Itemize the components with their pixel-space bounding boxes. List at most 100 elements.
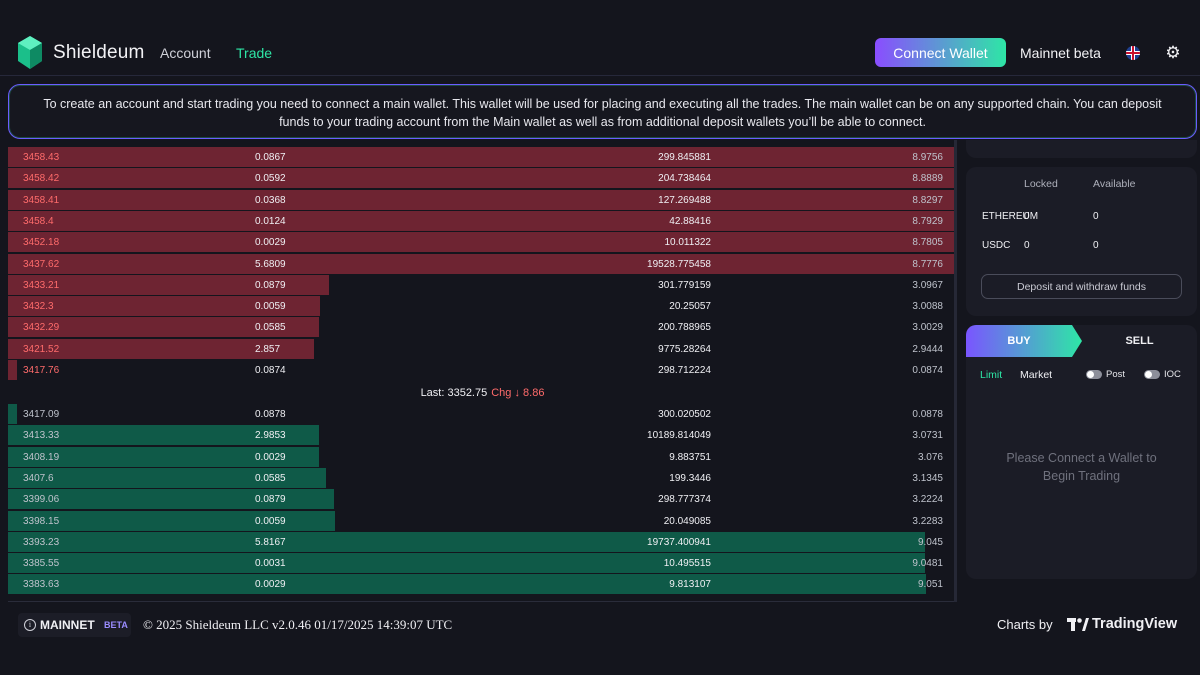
ask-depth-bar xyxy=(8,360,17,380)
shieldeum-logo-icon[interactable] xyxy=(18,36,42,69)
bid-sum: 9.051 xyxy=(917,579,943,591)
nav-trade[interactable]: Trade xyxy=(236,45,273,61)
market-info-panel xyxy=(966,140,1197,158)
ioc-toggle[interactable] xyxy=(1144,370,1160,379)
ask-row[interactable]: 3452.18 0.0029 10.011322 8.7805 xyxy=(8,232,957,253)
brand-name[interactable]: Shieldeum xyxy=(53,42,145,63)
bid-total: 298.777374 xyxy=(658,494,711,506)
ask-price: 3458.4 xyxy=(23,215,54,227)
bid-depth-bar xyxy=(8,531,925,552)
bid-sum: 3.1345 xyxy=(912,472,943,484)
bid-row[interactable]: 3417.09 0.0878 300.020502 0.0878 xyxy=(8,404,957,425)
bid-total: 199.3446 xyxy=(669,472,711,484)
ask-price: 3458.41 xyxy=(23,194,60,206)
ask-size: 0.0585 xyxy=(255,322,286,334)
tradingview-link[interactable]: TradingView xyxy=(1092,616,1178,632)
connect-wallet-button[interactable]: Connect Wallet xyxy=(875,38,1006,67)
network-selector[interactable]: Mainnet beta xyxy=(1020,45,1101,61)
bid-price: 3383.63 xyxy=(23,579,60,591)
ask-sum: 0.0874 xyxy=(912,365,943,376)
ask-sum: 3.0967 xyxy=(912,279,943,291)
bid-total: 10189.814049 xyxy=(647,430,711,442)
ask-size: 0.0879 xyxy=(255,279,286,291)
bid-price: 3399.06 xyxy=(23,494,60,506)
post-only-toggle[interactable] xyxy=(1086,370,1102,379)
ask-depth-bar xyxy=(8,232,957,253)
bid-row[interactable]: 3399.06 0.0879 298.777374 3.2224 xyxy=(8,489,957,510)
ask-row[interactable]: 3432.3 0.0059 20.25057 3.0088 xyxy=(8,296,957,317)
bid-price: 3385.55 xyxy=(23,558,60,570)
ask-row[interactable]: 3458.41 0.0368 127.269488 8.8297 xyxy=(8,189,957,211)
ask-price: 3452.18 xyxy=(23,237,60,249)
ask-size: 0.0029 xyxy=(255,237,286,249)
gear-icon[interactable]: ⚙ xyxy=(1165,43,1181,62)
notice-text: To create an account and start trading y… xyxy=(43,97,1162,129)
bid-total: 10.495515 xyxy=(663,558,711,570)
bid-depth-bar xyxy=(8,467,326,488)
order-type-market[interactable]: Market xyxy=(1020,369,1053,381)
connect-wallet-message: Please Connect a Wallet to Begin Trading xyxy=(1006,451,1157,483)
ask-row[interactable]: 3458.42 0.0592 204.738464 8.8889 xyxy=(8,168,957,189)
ask-row[interactable]: 3433.21 0.0879 301.779159 3.0967 xyxy=(8,274,957,296)
connect-wallet-notice: To create an account and start trading y… xyxy=(8,84,1197,139)
nav-account[interactable]: Account xyxy=(160,45,211,61)
ask-row[interactable]: 3421.52 2.857 9775.28264 2.9444 xyxy=(8,338,957,360)
asset-usdc: USDC xyxy=(982,240,1011,251)
ask-row[interactable]: 3458.4 0.0124 42.88416 8.7929 xyxy=(8,210,957,232)
ask-sum: 8.7929 xyxy=(912,215,943,227)
ask-sum: 8.8889 xyxy=(912,173,943,185)
balances-panel: Locked Available ETHEREUM 0 0 USDC 0 0 D… xyxy=(966,167,1197,316)
ask-depth-bar xyxy=(8,168,957,189)
copyright-text: © 2025 Shieldeum LLC v2.0.46 01/17/2025 … xyxy=(143,617,453,632)
ask-row[interactable]: 3417.76 0.0874 298.712224 0.0874 xyxy=(8,360,957,381)
bid-row[interactable]: 3398.15 0.0059 20.049085 3.2283 xyxy=(8,510,957,532)
bid-total: 300.020502 xyxy=(658,409,711,420)
deposit-withdraw-button[interactable]: Deposit and withdraw funds xyxy=(981,274,1182,299)
ethereum-locked: 0 xyxy=(1024,211,1030,222)
bid-row[interactable]: 3407.6 0.0585 199.3446 3.1345 xyxy=(8,467,957,489)
ask-depth-bar xyxy=(8,338,314,359)
ask-size: 5.6809 xyxy=(255,258,286,270)
ask-depth-bar xyxy=(8,253,957,274)
bid-sum: 0.0878 xyxy=(912,409,943,420)
usdc-locked: 0 xyxy=(1024,240,1030,251)
ask-sum: 3.0029 xyxy=(912,322,943,334)
ask-sum: 2.9444 xyxy=(912,343,943,355)
bid-total: 20.049085 xyxy=(663,515,711,527)
buy-tab[interactable]: BUY xyxy=(966,325,1082,357)
ask-row[interactable]: 3458.43 0.0867 299.845881 8.9756 xyxy=(8,147,957,168)
badge-mainnet: MAINNET xyxy=(40,618,95,632)
bid-row[interactable]: 3393.23 5.8167 19737.400941 9.045 xyxy=(8,531,957,553)
bid-row[interactable]: 3383.63 0.0029 9.813107 9.051 xyxy=(8,574,957,595)
bid-sum: 3.2283 xyxy=(912,515,943,527)
ask-price: 3417.76 xyxy=(23,365,60,376)
bid-row[interactable]: 3413.33 2.9853 10189.814049 3.0731 xyxy=(8,425,957,446)
order-book-scrollbar[interactable] xyxy=(954,140,957,602)
order-type-limit[interactable]: Limit xyxy=(980,369,1003,381)
last-price: Last: 3352.75 Chg ↓ 8.86 xyxy=(8,383,957,403)
bid-price: 3413.33 xyxy=(23,430,60,442)
order-book: 3458.43 0.0867 299.845881 8.9756 3458.42 0.05… xyxy=(8,140,957,602)
trade-panel: BUY SELL Limit Market Post IOC Please Co… xyxy=(966,325,1197,579)
ask-total: 10.011322 xyxy=(664,237,711,249)
bid-row[interactable]: 3385.55 0.0031 10.495515 9.0481 xyxy=(8,553,957,574)
bid-row[interactable]: 3408.19 0.0029 9.883751 3.076 xyxy=(8,446,957,468)
ask-row[interactable]: 3437.62 5.6809 19528.775458 8.7776 xyxy=(8,253,957,275)
ask-sum: 8.9756 xyxy=(912,152,943,163)
bid-total: 9.883751 xyxy=(669,451,711,463)
sell-tab[interactable]: SELL xyxy=(1125,335,1154,347)
ask-total: 42.88416 xyxy=(669,215,711,227)
tradingview-logo-icon[interactable] xyxy=(1067,618,1089,631)
uk-flag-icon[interactable] xyxy=(1126,46,1140,60)
ask-size: 0.0124 xyxy=(255,215,286,227)
bid-sum: 3.2224 xyxy=(912,494,943,506)
ask-depth-bar xyxy=(8,296,320,317)
bid-size: 0.0878 xyxy=(255,409,286,420)
bid-total: 9.813107 xyxy=(669,579,711,591)
ask-sum: 8.7776 xyxy=(912,258,943,270)
ask-depth-bar xyxy=(8,274,329,295)
ask-sum: 8.8297 xyxy=(912,194,943,206)
bid-price: 3393.23 xyxy=(23,536,60,548)
ask-size: 0.0874 xyxy=(255,365,286,376)
ask-row[interactable]: 3432.29 0.0585 200.788965 3.0029 xyxy=(8,317,957,338)
